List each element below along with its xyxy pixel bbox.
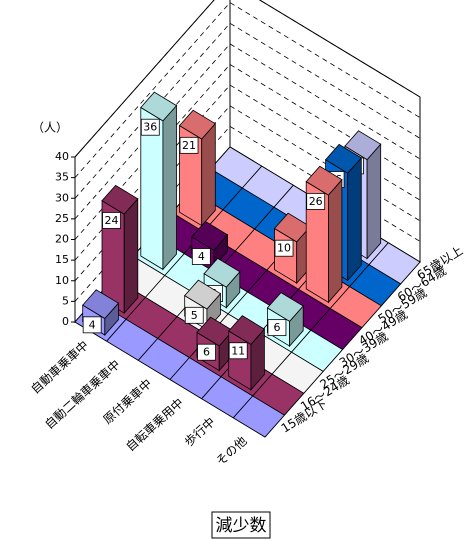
grid-line [74,0,421,158]
x-tick-label: 歩行中 [181,414,218,449]
value-label-box [140,118,160,136]
bar-side [366,143,382,260]
grid-line [74,43,421,220]
value-label-box [191,248,211,265]
value-label: 4 [198,250,205,263]
bar-side [201,122,216,227]
y-tick-label: 35 [55,171,69,184]
bar-top [324,143,362,174]
y-axis-label: （人） [32,121,68,135]
value-label: 21 [182,139,196,152]
bar [178,109,216,227]
bar-side [123,197,139,315]
chart-title: 減少数 [216,516,267,536]
value-label-box [179,136,199,154]
bar [266,292,304,348]
x-tick-label: 原付乗車中 [100,376,155,427]
x-tick-label: その他 [213,434,249,469]
y-tick-label: 30 [55,191,69,204]
value-label: 10 [277,242,291,255]
bar-top [344,130,382,161]
bar-side [327,178,343,304]
bar-top [101,184,139,215]
value-label-box [306,192,326,210]
value-label: 26 [309,195,323,208]
grid-line [74,22,421,199]
bar [140,91,178,271]
value-label: 5 [191,309,198,322]
bar-top [178,109,216,140]
y-tick-label: 5 [62,294,69,307]
value-label: 6 [273,321,280,334]
value-label-box [184,306,204,324]
value-label: 11 [231,344,245,357]
y-tick-label: 25 [55,212,69,225]
value-label-box [82,316,102,334]
value-label: 6 [203,346,210,359]
title-box [211,511,271,539]
bar-top [191,220,229,251]
value-label-box [228,342,248,360]
bar-top [203,257,241,288]
bar-top [184,279,222,310]
value-label-box [102,212,121,229]
value-label-box [274,239,294,257]
y-tick-label: 15 [55,253,69,266]
bar-side [347,156,362,282]
y-tick-label: 10 [55,274,69,287]
y-tick-label: 20 [55,233,69,246]
bar [305,165,343,304]
floor-tile [232,395,286,438]
y-tick-label: 0 [62,315,69,328]
value-label-box [197,343,216,361]
bar-top [82,289,120,320]
bar-top [140,91,178,122]
grid-line [74,2,421,178]
value-label: 4 [89,318,96,331]
bar-top [305,165,343,196]
bar-top [266,292,304,322]
bar-side [162,104,177,271]
value-label: 36 [143,121,157,134]
value-label-box [267,319,287,337]
bar [101,184,139,315]
bar-top [228,315,266,345]
y-tick-label: 40 [55,150,69,163]
value-label: 24 [105,214,119,227]
